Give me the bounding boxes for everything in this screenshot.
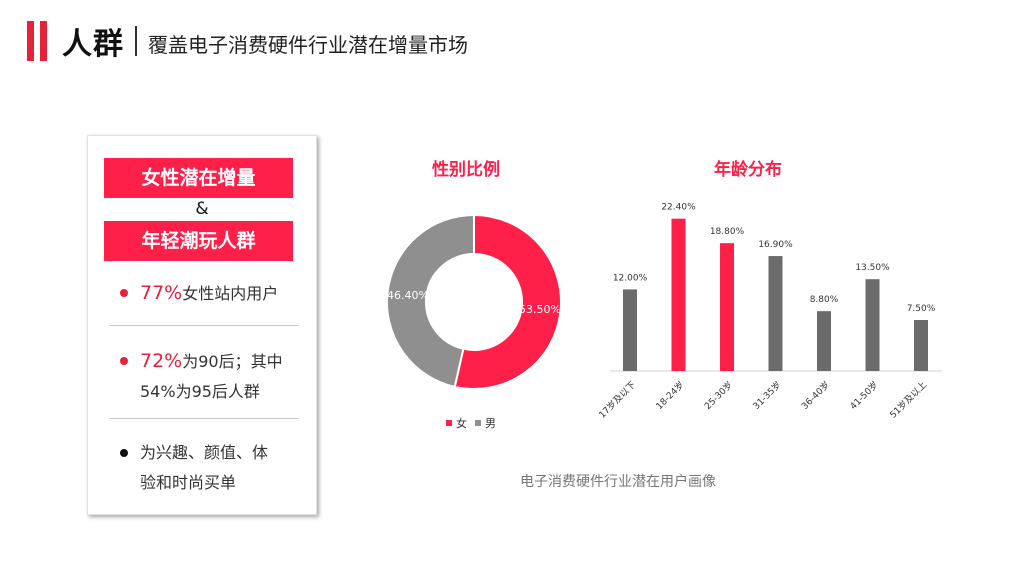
bullet-dot-3 — [120, 449, 128, 457]
bar-1 — [671, 218, 686, 371]
bar-5 — [865, 279, 880, 371]
bar-3 — [768, 256, 783, 371]
chart-caption: 电子消费硬件行业潜在用户画像 — [520, 474, 716, 490]
bullet-2-text: 为90后；其中 — [182, 352, 283, 371]
bar-tick-label-5: 41-50岁 — [847, 379, 880, 412]
bullet-3-line2: 验和时尚买单 — [140, 473, 237, 492]
bullet-1-text: 女性站内用户 — [182, 284, 279, 303]
legend-swatch-female — [446, 420, 452, 426]
ampersand: & — [195, 199, 209, 219]
bar-tick-label-2: 25-30岁 — [702, 379, 735, 412]
bar-value-label-0: 12.00% — [613, 273, 648, 283]
bullet-2-line2: 54%为95后人群 — [140, 382, 260, 401]
bar-6 — [914, 320, 928, 371]
legend-label-female: 女 — [456, 417, 467, 430]
bar-value-label-5: 13.50% — [855, 263, 890, 273]
bar-0 — [623, 289, 637, 371]
bar-4 — [817, 311, 831, 371]
age-bar-chart: 12.00% 17岁及以下 22.40% 18-24岁 18.80% 25-30岁 16.9… — [596, 203, 942, 421]
bar-value-label-1: 22.40% — [661, 203, 696, 213]
bullet-text-1: 77%女性站内用户 — [140, 278, 278, 309]
bullet-text-2: 72%为90后；其中 54%为95后人群 — [140, 346, 283, 407]
bar-2 — [720, 243, 734, 371]
page-subtitle: 覆盖电子消费硬件行业潜在增量市场 — [148, 33, 468, 57]
bullet-text-3: 为兴趣、颜值、体 验和时尚买单 — [140, 438, 268, 498]
legend-label-male: 男 — [485, 417, 496, 430]
pie-label-female: 53.50% — [519, 303, 561, 316]
bar-value-label-6: 7.50% — [907, 304, 936, 314]
pie-legend: 女 男 — [446, 415, 496, 431]
bullet-dot-2 — [120, 357, 128, 365]
title-accent-bar-1 — [27, 21, 34, 61]
tag-female-increment: 女性潜在增量 — [104, 158, 293, 198]
pie-slice-male — [386, 213, 475, 389]
title-separator — [135, 26, 137, 56]
bar-tick-label-6: 51岁及以上 — [887, 379, 929, 421]
divider-2 — [110, 418, 298, 419]
bar-value-label-3: 16.90% — [758, 240, 793, 250]
bar-chart-title: 年龄分布 — [714, 160, 782, 180]
bar-tick-label-4: 36-40岁 — [799, 379, 832, 412]
legend-swatch-male — [475, 420, 481, 426]
tag-young-trend: 年轻潮玩人群 — [104, 221, 293, 261]
bullet-2-highlight: 72% — [140, 350, 183, 372]
bar-tick-label-1: 18-24岁 — [653, 379, 686, 412]
bullet-1-highlight: 77% — [140, 282, 183, 304]
divider-1 — [110, 325, 298, 326]
pie-slice-female — [453, 213, 562, 390]
insight-card: 女性潜在增量 & 年轻潮玩人群 77%女性站内用户 72%为90后；其中 54%… — [87, 135, 317, 515]
pie-label-male: 46.40% — [387, 289, 429, 302]
page-title: 人群 — [62, 27, 124, 62]
title-accent-bar-2 — [40, 21, 47, 61]
gender-donut-chart — [386, 213, 562, 390]
pie-chart-title: 性别比例 — [432, 160, 500, 180]
bullet-dot-1 — [120, 289, 128, 297]
bar-value-label-2: 18.80% — [710, 227, 745, 237]
bar-tick-label-3: 31-35岁 — [750, 379, 783, 412]
bullet-3-line1: 为兴趣、颜值、体 — [140, 443, 269, 462]
bar-value-label-4: 8.80% — [810, 295, 839, 305]
bar-tick-label-0: 17岁及以下 — [596, 379, 638, 421]
